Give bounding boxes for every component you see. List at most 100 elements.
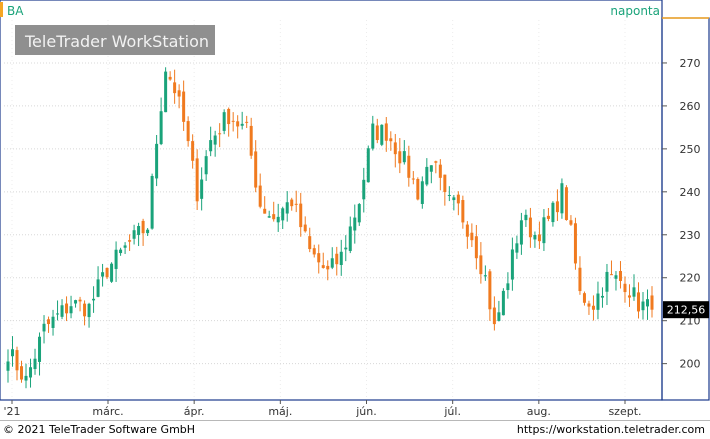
candle-body: [51, 316, 55, 328]
candle-body: [438, 164, 442, 178]
candle-body: [330, 258, 334, 268]
candle-body: [546, 215, 550, 219]
y-tick-label: 260: [680, 100, 701, 113]
candle-body: [443, 174, 447, 193]
candle-body: [195, 158, 199, 202]
candle-body: [429, 165, 433, 172]
candle-body: [146, 229, 150, 234]
candle-body: [222, 112, 226, 131]
candle-body: [344, 247, 348, 250]
candle-body: [353, 217, 357, 231]
candle-body: [609, 274, 613, 276]
candle-body: [492, 307, 496, 325]
copyright-text: © 2021 TeleTrader Software GmbH: [3, 423, 196, 436]
candle-body: [605, 271, 609, 292]
candle-body: [101, 272, 105, 277]
candle-body: [483, 275, 487, 277]
candle-body: [465, 224, 469, 237]
candle-body: [389, 138, 393, 142]
candle-body: [542, 217, 546, 244]
candle-body: [20, 366, 24, 380]
candle-body: [15, 350, 19, 371]
candle-body: [155, 143, 159, 179]
candle-body: [294, 203, 298, 205]
candle-body: [173, 82, 177, 94]
candle-body: [528, 217, 532, 238]
candle-body: [357, 204, 361, 223]
x-tick-label: márc.: [92, 405, 123, 418]
candle-body: [308, 236, 312, 250]
candle-body: [402, 151, 406, 163]
candle-body: [596, 293, 600, 310]
candle-body: [393, 142, 397, 155]
candle-body: [398, 151, 402, 164]
candle-body: [312, 248, 316, 255]
x-tick-label: aug.: [527, 405, 551, 418]
candle-body: [339, 251, 343, 266]
candle-body: [119, 249, 123, 254]
candle-body: [317, 253, 321, 263]
candles-layer: [6, 67, 654, 389]
candle-body: [204, 156, 208, 175]
candle-body: [65, 303, 69, 314]
candle-body: [501, 290, 505, 316]
candle-body: [123, 245, 127, 248]
candle-body: [218, 133, 222, 135]
candle-body: [186, 121, 190, 142]
x-tick-label: '21: [3, 405, 20, 418]
candle-body: [380, 124, 384, 145]
candle-body: [150, 175, 154, 229]
candle-body: [533, 235, 537, 240]
x-tick-label: ápr.: [184, 405, 205, 418]
candle-body: [33, 358, 37, 370]
candle-body: [488, 271, 492, 310]
candle-body: [164, 71, 168, 113]
candle-body: [384, 123, 388, 141]
y-tick-label: 240: [680, 186, 701, 199]
candle-body: [11, 349, 15, 357]
candle-body: [524, 214, 528, 221]
candlestick-chart: BA naponta TeleTrader WorkStation 200210…: [0, 0, 710, 420]
candle-body: [641, 301, 645, 311]
candle-body: [303, 224, 307, 232]
candle-body: [560, 183, 564, 214]
candle-body: [519, 220, 523, 245]
candle-body: [420, 181, 424, 204]
candle-body: [137, 226, 141, 235]
time-axis: '21 márc. ápr. máj. jún. júl. aug. szept.: [3, 400, 642, 418]
candle-body: [506, 283, 510, 291]
candle-body: [272, 214, 276, 220]
candle-body: [245, 121, 249, 123]
candle-body: [128, 240, 132, 242]
candle-body: [227, 108, 231, 125]
candle-body: [416, 179, 420, 200]
candle-body: [600, 295, 604, 298]
candle-body: [141, 220, 145, 234]
candle-body: [371, 123, 375, 149]
candle-body: [636, 292, 640, 312]
candle-body: [276, 216, 280, 223]
candle-body: [132, 230, 136, 239]
candle-body: [366, 148, 370, 183]
y-tick-label: 220: [680, 272, 701, 285]
website-link[interactable]: https://workstation.teletrader.com: [516, 423, 705, 436]
candle-body: [623, 283, 627, 293]
watermark-text: TeleTrader WorkStation: [24, 32, 209, 51]
candle-body: [452, 197, 456, 201]
candle-body: [569, 220, 573, 225]
candle-body: [479, 255, 483, 275]
candle-body: [362, 179, 366, 200]
candle-body: [200, 179, 204, 199]
candle-body: [335, 253, 339, 265]
interval-label[interactable]: naponta: [610, 4, 660, 18]
candle-body: [627, 295, 631, 298]
candle-body: [231, 120, 235, 122]
candle-body: [56, 313, 60, 315]
candle-body: [74, 300, 78, 304]
candle-body: [249, 125, 253, 156]
symbol-label[interactable]: BA: [7, 4, 24, 18]
candle-body: [515, 243, 519, 253]
symbol-color-marker: [0, 2, 3, 17]
candle-body: [510, 249, 514, 280]
candle-body: [551, 202, 555, 223]
